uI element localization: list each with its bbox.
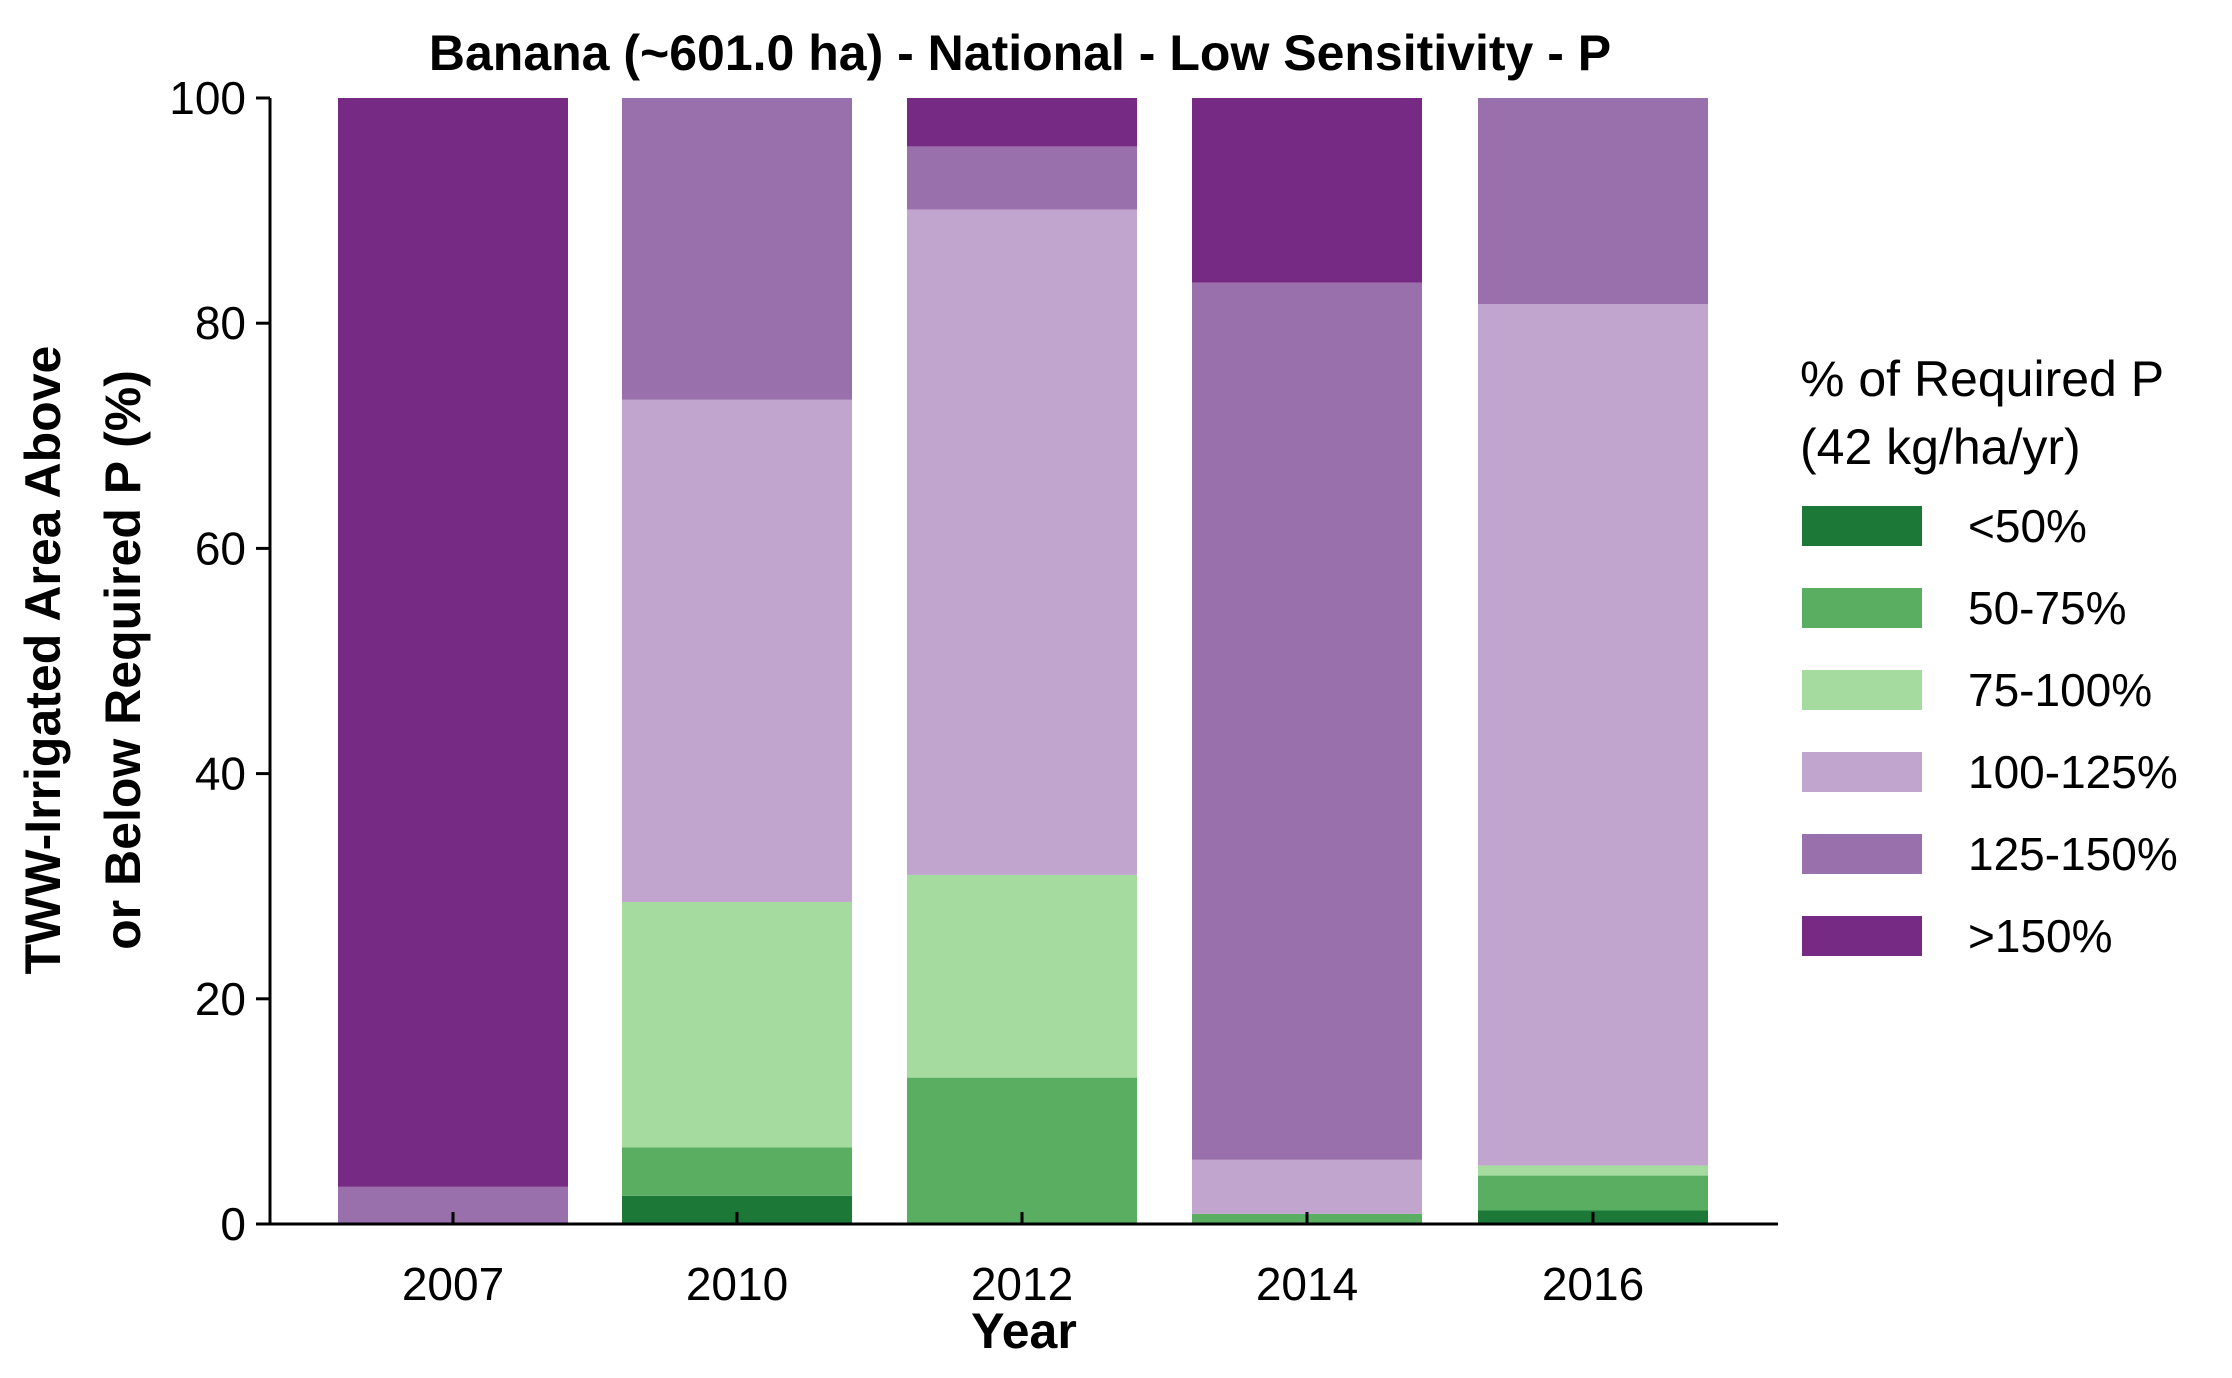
legend-items: <50% 50-75% 75-100% 100-125% 125-150% >150% bbox=[1802, 500, 2178, 962]
bar-segment-2016-series-1 bbox=[1478, 1175, 1708, 1211]
y-tick-label-40: 40 bbox=[195, 748, 246, 800]
legend-label-1: 50-75% bbox=[1968, 582, 2127, 634]
bar-segment-2012-series-3 bbox=[907, 209, 1137, 875]
y-tick-label-80: 80 bbox=[195, 297, 246, 349]
legend-label-5: >150% bbox=[1968, 910, 2113, 962]
bar-segment-2010-series-3 bbox=[622, 399, 852, 902]
legend-swatch-1 bbox=[1802, 588, 1922, 628]
bar-segment-2014-series-4 bbox=[1192, 282, 1422, 1160]
legend-label-2: 75-100% bbox=[1968, 664, 2152, 716]
y-axis-label-line-1: TWW-Irrigated Area Above bbox=[15, 346, 71, 975]
bar-segment-2014-series-3 bbox=[1192, 1159, 1422, 1214]
y-tick-label-60: 60 bbox=[195, 522, 246, 574]
bar-segment-2007-series-5 bbox=[338, 98, 568, 1187]
y-axis-label-line-2: or Below Required P (%) bbox=[95, 370, 151, 950]
bars-layer bbox=[338, 98, 1708, 1224]
chart-title: Banana (~601.0 ha) - National - Low Sens… bbox=[429, 25, 1611, 81]
bar-segment-2010-series-1 bbox=[622, 1147, 852, 1196]
y-tick-label-0: 0 bbox=[220, 1198, 246, 1250]
x-ticks: 2007 2010 2012 2014 2016 bbox=[402, 1212, 1644, 1310]
bar-segment-2010-series-2 bbox=[622, 901, 852, 1148]
legend-title-line-1: % of Required P bbox=[1800, 351, 2164, 407]
legend-label-3: 100-125% bbox=[1968, 746, 2178, 798]
y-axis-label: TWW-Irrigated Area Above or Below Requir… bbox=[15, 346, 151, 975]
bar-segment-2016-series-4 bbox=[1478, 98, 1708, 305]
x-tick-label-2012: 2012 bbox=[971, 1258, 1073, 1310]
legend-swatch-0 bbox=[1802, 506, 1922, 546]
x-tick-label-2010: 2010 bbox=[686, 1258, 788, 1310]
bar-segment-2012-series-5 bbox=[907, 98, 1137, 147]
bar-segment-2016-series-2 bbox=[1478, 1165, 1708, 1176]
y-tick-label-20: 20 bbox=[195, 973, 246, 1025]
y-ticks: 0 20 40 60 80 100 bbox=[169, 72, 270, 1250]
legend-swatch-5 bbox=[1802, 916, 1922, 956]
legend-label-4: 125-150% bbox=[1968, 828, 2178, 880]
legend-swatch-4 bbox=[1802, 834, 1922, 874]
legend-swatch-2 bbox=[1802, 670, 1922, 710]
x-axis-label: Year bbox=[971, 1303, 1077, 1359]
legend-title-line-2: (42 kg/ha/yr) bbox=[1800, 419, 2081, 475]
axes-layer bbox=[268, 98, 1778, 1226]
bar-segment-2012-series-4 bbox=[907, 146, 1137, 210]
y-tick-label-100: 100 bbox=[169, 72, 246, 124]
x-tick-label-2007: 2007 bbox=[402, 1258, 504, 1310]
bar-segment-2012-series-2 bbox=[907, 874, 1137, 1078]
bar-segment-2010-series-4 bbox=[622, 98, 852, 400]
bar-segment-2012-series-1 bbox=[907, 1077, 1137, 1224]
legend: % of Required P (42 kg/ha/yr) <50% 50-75%… bbox=[1800, 351, 2178, 962]
x-tick-label-2014: 2014 bbox=[1256, 1258, 1358, 1310]
legend-swatch-3 bbox=[1802, 752, 1922, 792]
legend-label-0: <50% bbox=[1968, 500, 2087, 552]
x-tick-label-2016: 2016 bbox=[1542, 1258, 1644, 1310]
bar-segment-2014-series-5 bbox=[1192, 98, 1422, 283]
bar-segment-2016-series-3 bbox=[1478, 304, 1708, 1166]
